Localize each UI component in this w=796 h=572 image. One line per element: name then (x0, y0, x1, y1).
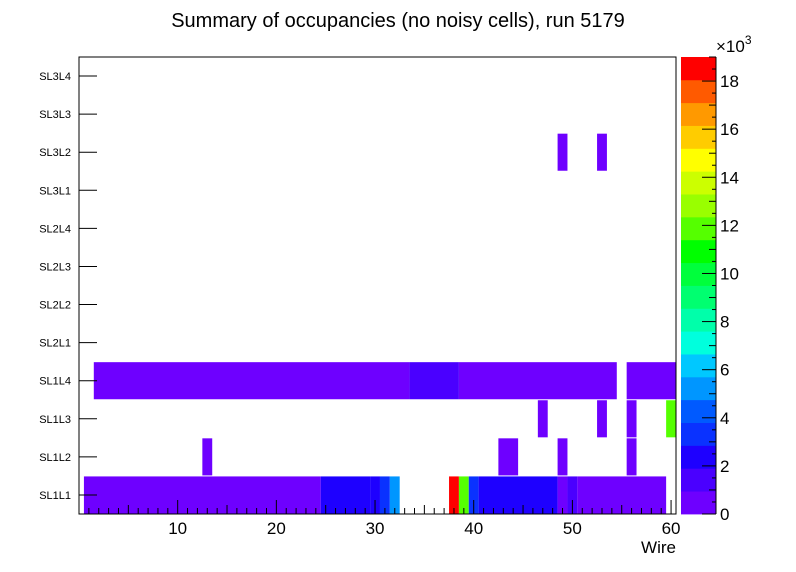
heatmap-cell (468, 476, 479, 514)
palette-band (681, 285, 716, 309)
heatmap-cells (83, 133, 676, 514)
y-tick-label: SL2L1 (39, 338, 71, 350)
y-tick-label: SL2L2 (39, 300, 71, 312)
heatmap-cell (409, 362, 459, 400)
z-axis-multiplier-base: ×10 (716, 37, 745, 56)
y-tick-label: SL1L2 (39, 452, 71, 464)
heatmap-cell (93, 362, 410, 400)
x-axis-label: Wire (641, 538, 676, 557)
heatmap-cell (320, 476, 371, 514)
z-tick-label: 6 (720, 361, 729, 380)
z-tick-label: 10 (720, 264, 739, 283)
palette-band (681, 57, 716, 81)
palette-band (681, 468, 716, 492)
heatmap-cell (478, 476, 558, 514)
heatmap-cell (666, 400, 676, 438)
heatmap-cell (626, 438, 637, 476)
palette-band (681, 308, 716, 332)
z-tick-label: 4 (720, 409, 729, 428)
palette-band (681, 331, 716, 355)
heatmap-cell (498, 438, 519, 476)
heatmap-cell (537, 400, 548, 438)
chart-title: Summary of occupancies (no noisy cells),… (171, 10, 625, 32)
y-tick-label: SL3L3 (39, 109, 71, 121)
palette-band (681, 102, 716, 126)
z-axis-multiplier: ×103 (716, 33, 752, 56)
heatmap-cell (83, 476, 321, 514)
y-axis: SL1L1 SL1L2 SL1L3 SL1L4 SL2L1 SL2L2 SL2L3 SL2L4… (39, 71, 97, 502)
palette-band (681, 171, 716, 195)
x-tick-label: 20 (267, 519, 286, 538)
heatmap-cell (557, 476, 568, 514)
z-tick-label: 0 (720, 505, 729, 524)
z-tick-label: 2 (720, 457, 729, 476)
palette-band (681, 79, 716, 104)
heatmap-cell (389, 476, 400, 514)
heatmap-cell (626, 362, 676, 400)
z-tick-label: 12 (720, 216, 739, 235)
heatmap-cell (597, 133, 607, 171)
heatmap-cell (458, 476, 469, 514)
palette-band (681, 445, 716, 469)
palette-band (681, 239, 716, 264)
z-axis-multiplier-exponent: 3 (745, 33, 752, 47)
y-tick-label: SL3L2 (39, 147, 71, 159)
palette-band (681, 125, 716, 149)
heatmap-cell (626, 400, 637, 438)
palette-band (681, 422, 716, 446)
z-tick-label: 8 (720, 313, 729, 332)
z-tick-label: 14 (720, 168, 739, 187)
heatmap-cell (597, 400, 607, 438)
y-tick-label: SL3L4 (39, 71, 71, 83)
heatmap-cell (557, 133, 568, 171)
x-axis: 10 20 30 40 50 60 (88, 500, 681, 538)
y-tick-label: SL3L1 (39, 185, 71, 197)
palette-band (681, 148, 716, 172)
palette-band (681, 491, 716, 515)
z-tick-label: 16 (720, 120, 739, 139)
heatmap-cell (458, 362, 617, 400)
palette-band (681, 376, 716, 401)
z-axis: 0 2 4 6 8 10 12 14 16 18 (702, 56, 739, 524)
heatmap-cell (557, 438, 568, 476)
x-tick-label: 60 (662, 519, 681, 538)
y-tick-label: SL2L3 (39, 261, 71, 273)
plot-frame (78, 56, 677, 515)
color-palette (681, 57, 716, 515)
y-tick-label: SL1L4 (39, 376, 71, 388)
heatmap-cell (449, 476, 459, 514)
z-tick-label: 18 (720, 72, 739, 91)
x-tick-label: 50 (563, 519, 582, 538)
palette-band (681, 194, 716, 218)
heatmap-cell (370, 476, 380, 514)
heatmap-cell (202, 438, 213, 476)
y-tick-label: SL2L4 (39, 223, 71, 235)
x-tick-label: 40 (464, 519, 483, 538)
heatmap-cell (379, 476, 390, 514)
palette-band (681, 216, 716, 241)
palette-band (681, 354, 716, 378)
palette-band (681, 399, 716, 423)
palette-band (681, 262, 716, 286)
x-tick-label: 30 (366, 519, 385, 538)
y-tick-label: SL1L3 (39, 414, 71, 426)
heatmap-cell (567, 476, 578, 514)
x-tick-label: 10 (168, 519, 187, 538)
y-tick-label: SL1L1 (39, 490, 71, 502)
